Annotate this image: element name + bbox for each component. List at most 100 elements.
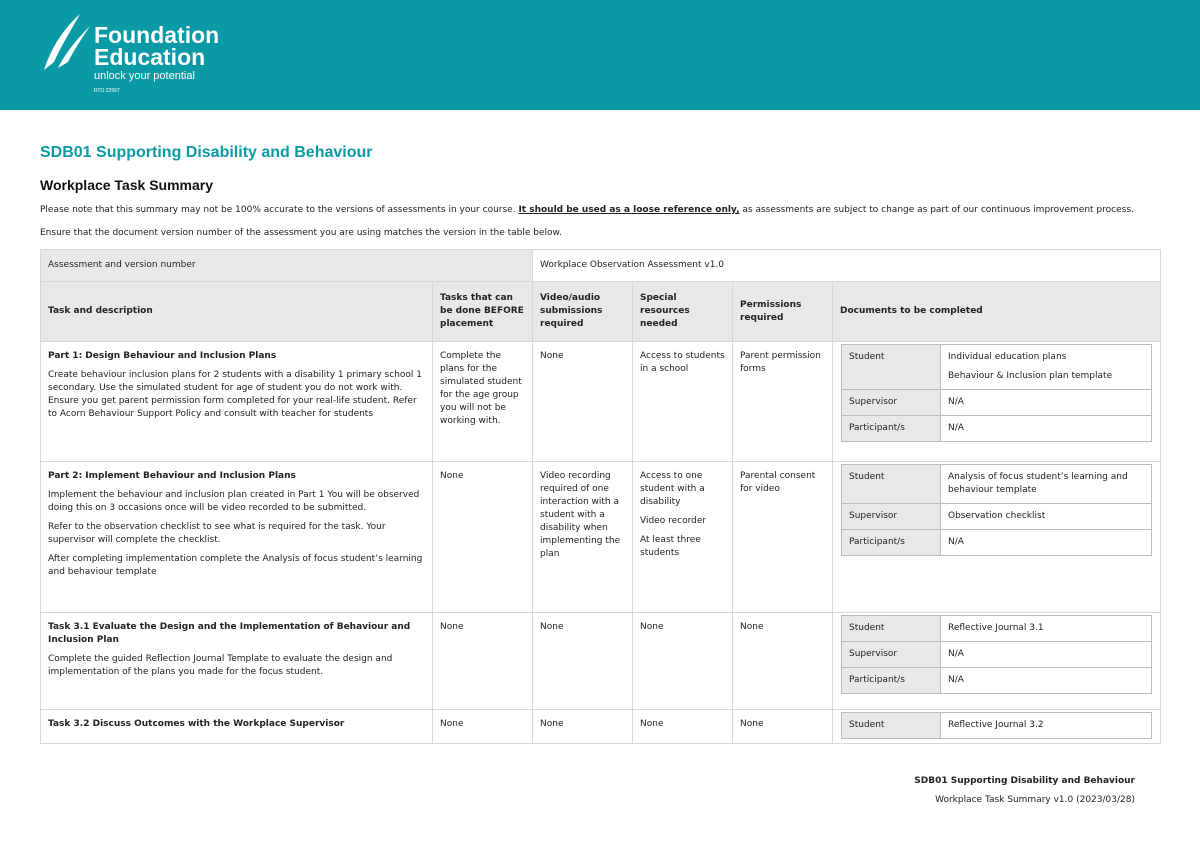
before-cell: None (432, 709, 533, 744)
document-items: N/A (939, 667, 1153, 694)
task-title: Part 1: Design Behaviour and Inclusion P… (48, 351, 277, 361)
column-header: Permissions required (732, 281, 833, 342)
document-row: Student Reflective Journal 3.2 (841, 712, 1153, 739)
permissions-cell: None (732, 709, 833, 744)
video-text: None (540, 719, 564, 729)
before-cell: None (432, 612, 533, 710)
tagline: unlock your potential (94, 70, 195, 82)
documents-cell: Student Reflective Journal 3.2 (831, 709, 1162, 744)
task-row: Part 1: Design Behaviour and Inclusion P… (40, 341, 1162, 462)
document-row: Student Reflective Journal 3.1 (841, 615, 1153, 642)
document-role: Participant/s (841, 529, 941, 556)
document-role: Student (841, 464, 941, 504)
video-cell: Video recording required of one interact… (532, 461, 633, 613)
document-role: Supervisor (841, 641, 941, 668)
footer-line: SDB01 Supporting Disability and Behaviou… (914, 776, 1135, 786)
resources-text: None (640, 622, 664, 632)
task-row: Part 2: Implement Behaviour and Inclusio… (40, 461, 1162, 613)
column-header: Task and description (40, 281, 433, 342)
document-row: Participant/s N/A (841, 667, 1153, 694)
documents-cell: Student Analysis of focus student’s learn… (831, 461, 1162, 613)
document-role: Student (841, 712, 941, 739)
document-row: Supervisor N/A (841, 389, 1153, 416)
task-description: Implement the behaviour and inclusion pl… (48, 490, 420, 513)
resources-cell: Access to one student with a disability V… (632, 461, 733, 613)
document-row: Student Analysis of focus student’s learn… (841, 464, 1153, 504)
task-description: Refer to the observation checklist to se… (48, 522, 386, 545)
task-cell: Part 1: Design Behaviour and Inclusion P… (40, 341, 433, 462)
document-items: Reflective Journal 3.1 (939, 615, 1153, 642)
note-emphasis: It should be used as a loose reference o… (518, 205, 740, 215)
task-cell: Task 3.1 Evaluate the Design and the Imp… (40, 612, 433, 710)
document-row: Participant/s N/A (841, 529, 1153, 556)
resources-text: Access to one student with a disability (640, 471, 705, 507)
note: Please note that this summary may not be… (40, 205, 1134, 215)
before-text: None (440, 622, 464, 632)
document-item: N/A (948, 423, 964, 433)
brand-line: Education (94, 44, 206, 70)
documents-table: Student Reflective Journal 3.1 Supervisor N… (841, 615, 1153, 694)
brand-line: Foundation (94, 22, 220, 48)
document-role: Student (841, 344, 941, 390)
document-row: Supervisor N/A (841, 641, 1153, 668)
task-cell: Part 2: Implement Behaviour and Inclusio… (40, 461, 433, 613)
note-text: Please note that this summary may not be… (40, 205, 519, 215)
permissions-cell: Parent permission forms (732, 341, 833, 462)
document-items: Individual education plans Behaviour & In… (939, 344, 1153, 390)
document-items: N/A (939, 529, 1153, 556)
task-row: Task 3.1 Evaluate the Design and the Imp… (40, 612, 1162, 710)
document-row: Participant/s N/A (841, 415, 1153, 442)
resources-cell: Access to students in a school (632, 341, 733, 462)
version-label: Assessment and version number (40, 249, 533, 282)
task-cell: Task 3.2 Discuss Outcomes with the Workp… (40, 709, 433, 744)
resources-cell: None (632, 612, 733, 710)
document-items: N/A (939, 389, 1153, 416)
document-item: Observation checklist (948, 511, 1046, 521)
before-cell: None (432, 461, 533, 613)
footer-line: Workplace Task Summary v1.0 (2023/03/28) (935, 795, 1135, 805)
document-row: Student Individual education plans Behavio… (841, 344, 1153, 390)
document-item: Analysis of focus student’s learning and… (948, 472, 1128, 495)
document-row: Supervisor Observation checklist (841, 503, 1153, 530)
video-cell: None (532, 709, 633, 744)
header-row: Task and description Tasks that can be do… (40, 281, 1162, 342)
permissions-text: Parental consent for video (740, 471, 816, 494)
version-row: Assessment and version number Workplace O… (40, 249, 1162, 282)
document-items: Observation checklist (939, 503, 1153, 530)
permissions-cell: Parental consent for video (732, 461, 833, 613)
before-cell: Complete the plans for the simulated stu… (432, 341, 533, 462)
document-item: N/A (948, 675, 964, 685)
video-cell: None (532, 612, 633, 710)
resources-text: At least three students (640, 535, 701, 558)
video-cell: None (532, 341, 633, 462)
note: Ensure that the document version number … (40, 228, 562, 238)
before-text: None (440, 719, 464, 729)
video-text: None (540, 351, 564, 361)
title: SDB01 Supporting Disability and Behaviou… (40, 144, 373, 161)
task-description: Complete the guided Reflection Journal T… (48, 654, 393, 677)
task-description: After completing implementation complete… (48, 554, 423, 577)
resources-text: Video recorder (640, 516, 707, 526)
documents-cell: Student Reflective Journal 3.1 Supervisor N… (831, 612, 1162, 710)
document-role: Student (841, 615, 941, 642)
documents-table: Student Analysis of focus student’s learn… (841, 464, 1153, 556)
document-item: N/A (948, 649, 964, 659)
column-header: Video/audio submissions required (532, 281, 633, 342)
column-header: Tasks that can be done BEFORE placement (432, 281, 533, 342)
brand: Foundation Education (94, 22, 220, 70)
task-table: Assessment and version number Workplace O… (40, 249, 1162, 744)
document-role: Supervisor (841, 503, 941, 530)
document-role: Participant/s (841, 415, 941, 442)
documents-table: Student Individual education plans Behavio… (841, 344, 1153, 442)
documents-cell: Student Individual education plans Behavio… (831, 341, 1162, 462)
task-description: Create behaviour inclusion plans for 2 s… (48, 370, 423, 419)
subtitle: Workplace Task Summary (40, 177, 214, 193)
video-text: None (540, 622, 564, 632)
column-header: Special resources needed (632, 281, 733, 342)
permissions-text: None (740, 622, 764, 632)
video-text: Video recording required of one interact… (540, 471, 621, 559)
rto: RTO 22567 (94, 88, 120, 94)
document-item: Behaviour & Inclusion plan template (948, 371, 1113, 381)
